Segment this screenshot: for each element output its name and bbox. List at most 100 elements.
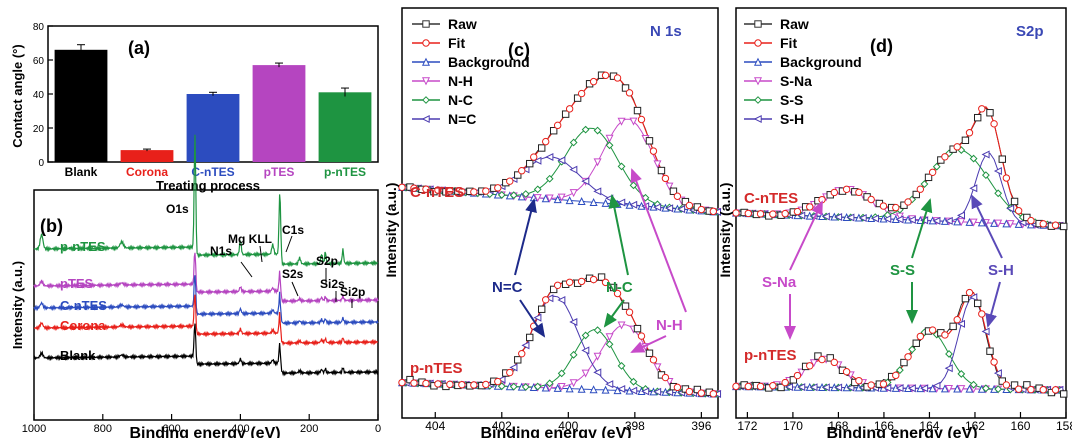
marker-triangle-down xyxy=(994,219,1003,228)
marker-diamond xyxy=(497,382,506,391)
marker-circle xyxy=(842,368,851,376)
marker-square xyxy=(1060,222,1068,231)
marker-circle xyxy=(1002,381,1011,389)
marker-triangle-left xyxy=(981,150,990,159)
arrow-n-double-c-down xyxy=(519,299,546,338)
marker-triangle-down xyxy=(605,134,614,143)
marker-circle xyxy=(941,153,949,161)
marker-circle xyxy=(410,184,418,192)
marker-circle xyxy=(637,115,646,124)
marker-circle xyxy=(494,184,502,192)
marker-circle xyxy=(744,209,752,218)
marker-triangle-up xyxy=(953,217,962,226)
marker-diamond xyxy=(545,174,554,183)
marker-circle xyxy=(673,192,682,200)
marker-triangle-left xyxy=(629,386,638,395)
panel-a-y-ticks: 0 20 40 60 80 xyxy=(33,22,53,169)
marker-square xyxy=(961,136,970,144)
marker-square xyxy=(526,159,534,168)
legend-label-background: Background xyxy=(448,54,530,70)
marker-triangle-left xyxy=(617,198,626,207)
marker-diamond xyxy=(957,370,966,378)
marker-diamond xyxy=(617,162,626,171)
marker-triangle-down xyxy=(421,77,431,86)
marker-triangle-left xyxy=(858,213,867,222)
marker-diamond xyxy=(920,180,929,188)
marker-square xyxy=(912,190,920,199)
marker-triangle-left xyxy=(653,387,662,396)
marker-diamond xyxy=(581,331,590,340)
spectrum-blank xyxy=(33,323,379,377)
arrow-s-s-up xyxy=(911,198,933,259)
marker-triangle-down xyxy=(593,158,602,167)
peak-pointer-s2s xyxy=(291,281,299,297)
marker-circle xyxy=(565,278,574,286)
marker-triangle-left xyxy=(883,384,892,393)
panel-d-xlabel: Binding energy (eV) xyxy=(826,425,977,438)
marker-diamond xyxy=(521,383,530,391)
panel-b: 1000 800 600 400 200 0 (b) Binding energy (eV… xyxy=(10,134,381,438)
marker-triangle-up xyxy=(577,384,586,393)
marker-triangle-left xyxy=(981,327,990,336)
marker-triangle-up xyxy=(601,198,610,207)
panel-a: 0 20 40 60 80 Blank Corona C-nTES pTES p-nTES (a… xyxy=(10,22,379,193)
marker-square xyxy=(1010,197,1019,206)
bar-p-ntes xyxy=(318,92,372,162)
marker-triangle-left xyxy=(883,214,892,223)
peak-pointer-n1s xyxy=(240,261,253,278)
marker-triangle-down xyxy=(533,194,542,203)
marker-circle xyxy=(781,209,789,218)
marker-circle xyxy=(661,174,670,183)
marker-triangle-left xyxy=(569,317,578,326)
bar-label-corona: Corona xyxy=(126,165,168,179)
marker-diamond xyxy=(641,193,650,202)
marker-square xyxy=(621,84,630,92)
legend-label-raw: Raw xyxy=(448,16,477,32)
marker-circle xyxy=(398,183,406,191)
marker-triangle-down xyxy=(653,363,662,372)
marker-circle xyxy=(1027,385,1035,394)
panel-c-ylabel: Intensity (a.u.) xyxy=(383,183,399,278)
marker-triangle-down xyxy=(617,321,626,330)
panel-c-x-ticks: 404 402 400 398 396 xyxy=(425,412,712,433)
marker-triangle-up xyxy=(517,192,526,201)
panel-a-bars: Blank Corona C-nTES pTES p-nTES xyxy=(54,44,372,179)
marker-triangle-up xyxy=(940,384,949,393)
marker-circle xyxy=(904,353,912,361)
marker-triangle-left xyxy=(533,156,542,165)
marker-triangle-left xyxy=(753,114,762,124)
marker-triangle-left xyxy=(533,313,542,322)
marker-triangle-left xyxy=(932,381,941,390)
marker-circle xyxy=(965,129,974,137)
marker-diamond xyxy=(895,366,904,375)
marker-triangle-down xyxy=(957,385,966,394)
marker-circle xyxy=(446,380,454,389)
marker-circle xyxy=(661,373,670,382)
marker-triangle-left xyxy=(870,214,879,223)
marker-square xyxy=(1060,390,1068,398)
marker-triangle-up xyxy=(589,385,598,394)
marker-triangle-left xyxy=(895,384,904,393)
peak-label-n1s: N1s xyxy=(210,244,232,258)
marker-circle xyxy=(879,202,888,210)
panel-d: 172 170 168 166 164 162 160 158 Raw Fit Backgroun… xyxy=(717,7,1072,438)
marker-circle xyxy=(769,381,777,390)
marker-circle xyxy=(506,177,514,185)
marker-diamond xyxy=(969,154,978,163)
marker-triangle-up xyxy=(1014,219,1023,228)
marker-circle xyxy=(754,39,762,47)
marker-triangle-left xyxy=(920,384,929,393)
marker-triangle-left xyxy=(545,294,554,303)
xtick-label: 164 xyxy=(919,419,939,433)
marker-circle xyxy=(818,355,826,364)
annotation-n-c: N-C xyxy=(606,279,633,296)
marker-triangle-left xyxy=(521,165,530,174)
marker-square xyxy=(912,339,920,347)
marker-circle xyxy=(965,288,974,297)
marker-circle xyxy=(697,205,706,214)
marker-square xyxy=(777,383,785,392)
marker-diamond xyxy=(994,385,1003,394)
spectrum-label-blank: Blank xyxy=(60,348,96,363)
panel-b-xtick-label: 400 xyxy=(231,423,249,435)
legend-label-fit: Fit xyxy=(448,35,465,51)
